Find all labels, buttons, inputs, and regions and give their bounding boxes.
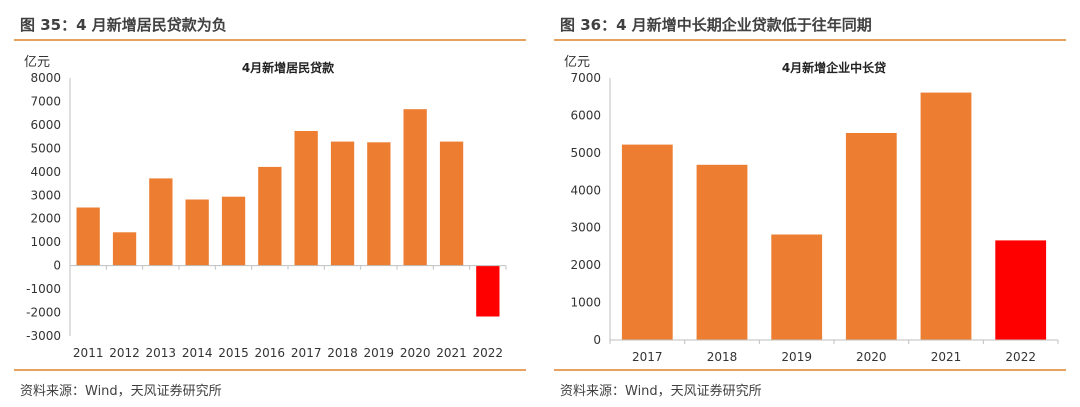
x-tick-label: 2011 xyxy=(73,346,104,360)
y-tick-label: 2000 xyxy=(30,212,61,226)
title-rule xyxy=(554,39,1066,41)
y-tick-label: 1000 xyxy=(30,235,61,249)
bar-2011 xyxy=(76,207,100,266)
bar-2020 xyxy=(403,109,427,266)
x-tick-label: 2018 xyxy=(707,350,738,364)
x-tick-label: 2022 xyxy=(473,346,504,360)
y-tick-label: 0 xyxy=(53,259,61,273)
figure-title: 图 36：4 月新增中长期企业贷款低于往年同期 xyxy=(560,16,872,34)
x-tick-label: 2017 xyxy=(291,346,322,360)
y-tick-label: 5000 xyxy=(570,146,601,160)
bar-2021 xyxy=(439,141,464,266)
figure-title: 图 35：4 月新增居民贷款为负 xyxy=(20,16,227,34)
x-tick-label: 2015 xyxy=(218,346,249,360)
chart-title: 4月新增企业中长贷 xyxy=(782,60,886,75)
y-tick-label: 3000 xyxy=(30,188,61,202)
y-tick-label: -1000 xyxy=(26,282,61,296)
figure-panel-36: 图 36：4 月新增中长期企业贷款低于往年同期 亿元 4月新增企业中长贷 0 1000… xyxy=(554,0,1066,407)
y-tick-label: 7000 xyxy=(570,71,601,85)
y-tick-label: 6000 xyxy=(30,118,61,132)
x-tick-label: 2022 xyxy=(1005,350,1036,364)
y-tick-label: 4000 xyxy=(570,183,601,197)
x-tick-label: 2021 xyxy=(436,346,467,360)
x-tick-label: 2013 xyxy=(146,346,177,360)
y-tick-label: -2000 xyxy=(26,306,61,320)
chart-title: 4月新增居民贷款 xyxy=(242,60,335,75)
y-tick-label: 8000 xyxy=(30,71,61,85)
x-tick-label: 2017 xyxy=(632,350,663,364)
x-tick-label: 2018 xyxy=(327,346,358,360)
source-note: 资料来源：Wind，天风证券研究所 xyxy=(560,384,762,399)
bar-2022 xyxy=(476,265,500,317)
bar-2017 xyxy=(294,131,318,266)
bar-2012 xyxy=(112,232,137,266)
bar-2019 xyxy=(367,142,391,266)
title-rule xyxy=(14,39,526,41)
y-tick-label: 0 xyxy=(593,333,601,347)
y-tick-label: 7000 xyxy=(30,94,61,108)
x-tick-label: 2021 xyxy=(931,350,962,364)
source-note: 资料来源：Wind，天风证券研究所 xyxy=(20,384,222,399)
source-rule xyxy=(554,369,1066,371)
y-tick-label: 3000 xyxy=(570,221,601,235)
corporate-mlt-loans-chart: 亿元 4月新增企业中长贷 0 1000 2000 3000 4000 5000 6000 7000… xyxy=(564,55,1059,364)
source-rule xyxy=(14,369,526,371)
x-tick-label: 2020 xyxy=(856,350,887,364)
y-axis-unit-label: 亿元 xyxy=(24,55,50,70)
y-tick-label: 6000 xyxy=(570,108,601,122)
x-tick-label: 2016 xyxy=(255,346,286,360)
bar-2014 xyxy=(185,199,209,266)
y-axis-unit-label: 亿元 xyxy=(564,55,590,70)
bar-2020 xyxy=(845,133,897,340)
bar-2016 xyxy=(258,166,282,266)
y-tick-label: 5000 xyxy=(30,141,61,155)
bar-2015 xyxy=(221,196,246,266)
x-tick-label: 2019 xyxy=(781,350,812,364)
y-tick-label: 2000 xyxy=(570,258,601,272)
bar-2017 xyxy=(621,144,673,340)
y-tick-label: 1000 xyxy=(570,296,601,310)
figure-panel-35: 图 35：4 月新增居民贷款为负 亿元 4月新增居民贷款 -3000 -2000 -10… xyxy=(14,0,526,407)
bar-2013 xyxy=(149,178,173,266)
bar-2019 xyxy=(771,234,823,340)
y-tick-label: -3000 xyxy=(26,329,61,343)
y-tick-label: 4000 xyxy=(30,165,61,179)
bar-2018 xyxy=(696,164,748,340)
x-tick-label: 2019 xyxy=(364,346,395,360)
bar-2018 xyxy=(330,141,355,266)
x-tick-label: 2014 xyxy=(182,346,213,360)
bar-2021 xyxy=(920,92,972,340)
household-loans-chart: 亿元 4月新增居民贷款 -3000 -2000 -1000 0 1000 2000 3000 40… xyxy=(24,55,507,360)
x-tick-label: 2012 xyxy=(109,346,140,360)
bar-2022 xyxy=(995,240,1047,340)
x-tick-label: 2020 xyxy=(400,346,431,360)
